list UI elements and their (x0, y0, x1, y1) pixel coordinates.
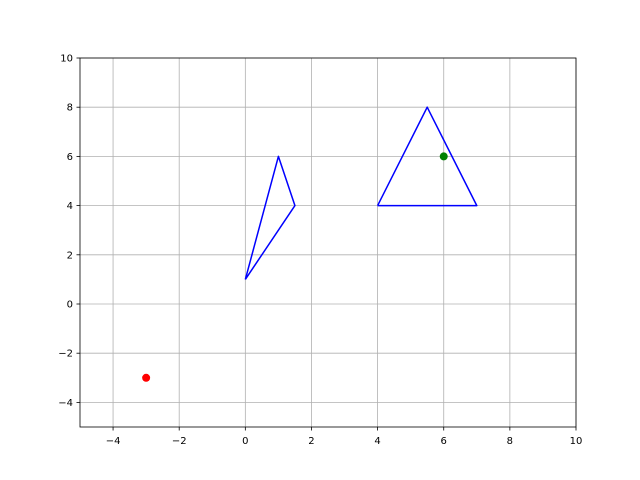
y-tick-label: −4 (58, 398, 73, 409)
scatter-point (142, 373, 151, 382)
x-tick-label: −4 (106, 436, 121, 447)
x-tick-label: 4 (374, 436, 380, 447)
x-tick-label: 10 (570, 436, 583, 447)
y-tick-label: 10 (60, 54, 73, 65)
y-tick-label: 0 (67, 300, 73, 311)
y-tick-label: 2 (67, 250, 73, 261)
x-tick-label: 0 (242, 436, 248, 447)
scatter-point (439, 152, 448, 161)
y-tick-label: 8 (67, 103, 73, 114)
grid (80, 57, 577, 427)
triangle-outline (244, 155, 296, 280)
y-tick-label: 4 (67, 201, 73, 212)
plot-data (142, 106, 478, 382)
plot-frame (79, 57, 577, 428)
y-tick-label: 6 (67, 152, 73, 163)
triangle-outline (376, 106, 478, 207)
x-tick-label: 6 (441, 436, 447, 447)
axes: −4 −2 0 2 4 6 8 10 −4 −2 0 2 4 6 8 10 (58, 54, 582, 448)
y-tick-label: −2 (58, 349, 73, 360)
x-tick-label: 8 (507, 436, 513, 447)
x-tick-label: 2 (308, 436, 314, 447)
x-tick-label: −2 (172, 436, 187, 447)
